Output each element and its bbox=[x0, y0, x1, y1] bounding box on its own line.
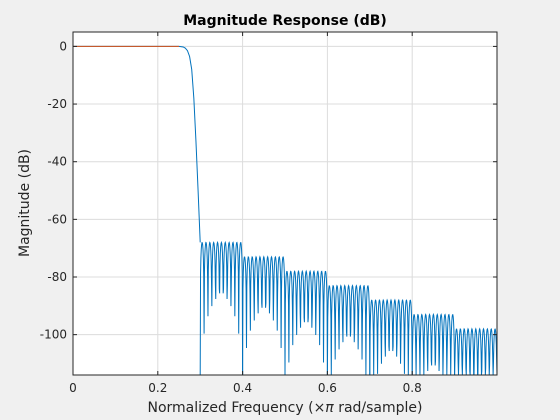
y-tick-label: -40 bbox=[47, 155, 67, 169]
axes-box bbox=[72, 31, 498, 376]
stopband-lobe-segment bbox=[411, 312, 456, 376]
stopband-lobe-segment bbox=[199, 240, 244, 376]
y-tick-label: -60 bbox=[47, 212, 67, 226]
x-tick-label: 0.6 bbox=[318, 381, 337, 395]
x-tick-label: 0.4 bbox=[233, 381, 252, 395]
plot-area bbox=[73, 45, 498, 376]
stopband-lobe-segment bbox=[242, 255, 286, 376]
chart-title: Magnitude Response (dB) bbox=[183, 13, 387, 29]
x-tick-label: 0 bbox=[69, 381, 77, 395]
stopband-lobe-segment bbox=[326, 284, 371, 376]
stopband-lobe-segment bbox=[369, 298, 413, 376]
y-tick-label: -100 bbox=[40, 328, 67, 342]
transition-band-line bbox=[73, 45, 201, 243]
x-axis-label: Normalized Frequency (×π rad/sample) bbox=[147, 400, 422, 416]
x-tick-label: 0.8 bbox=[403, 381, 422, 395]
y-tick-label: -20 bbox=[47, 97, 67, 111]
y-axis-label: Magnitude (dB) bbox=[17, 149, 33, 257]
y-tick-label: 0 bbox=[59, 39, 67, 53]
ticks: 0 0.2 0.4 0.6 0.8 0 -20 -40 -60 -80 -100 bbox=[40, 32, 497, 395]
y-tick-label: -80 bbox=[47, 270, 67, 284]
stopband-lobe-segment bbox=[454, 327, 498, 376]
stopband-lobe-segment bbox=[284, 269, 328, 376]
x-tick-label: 0.2 bbox=[148, 381, 167, 395]
